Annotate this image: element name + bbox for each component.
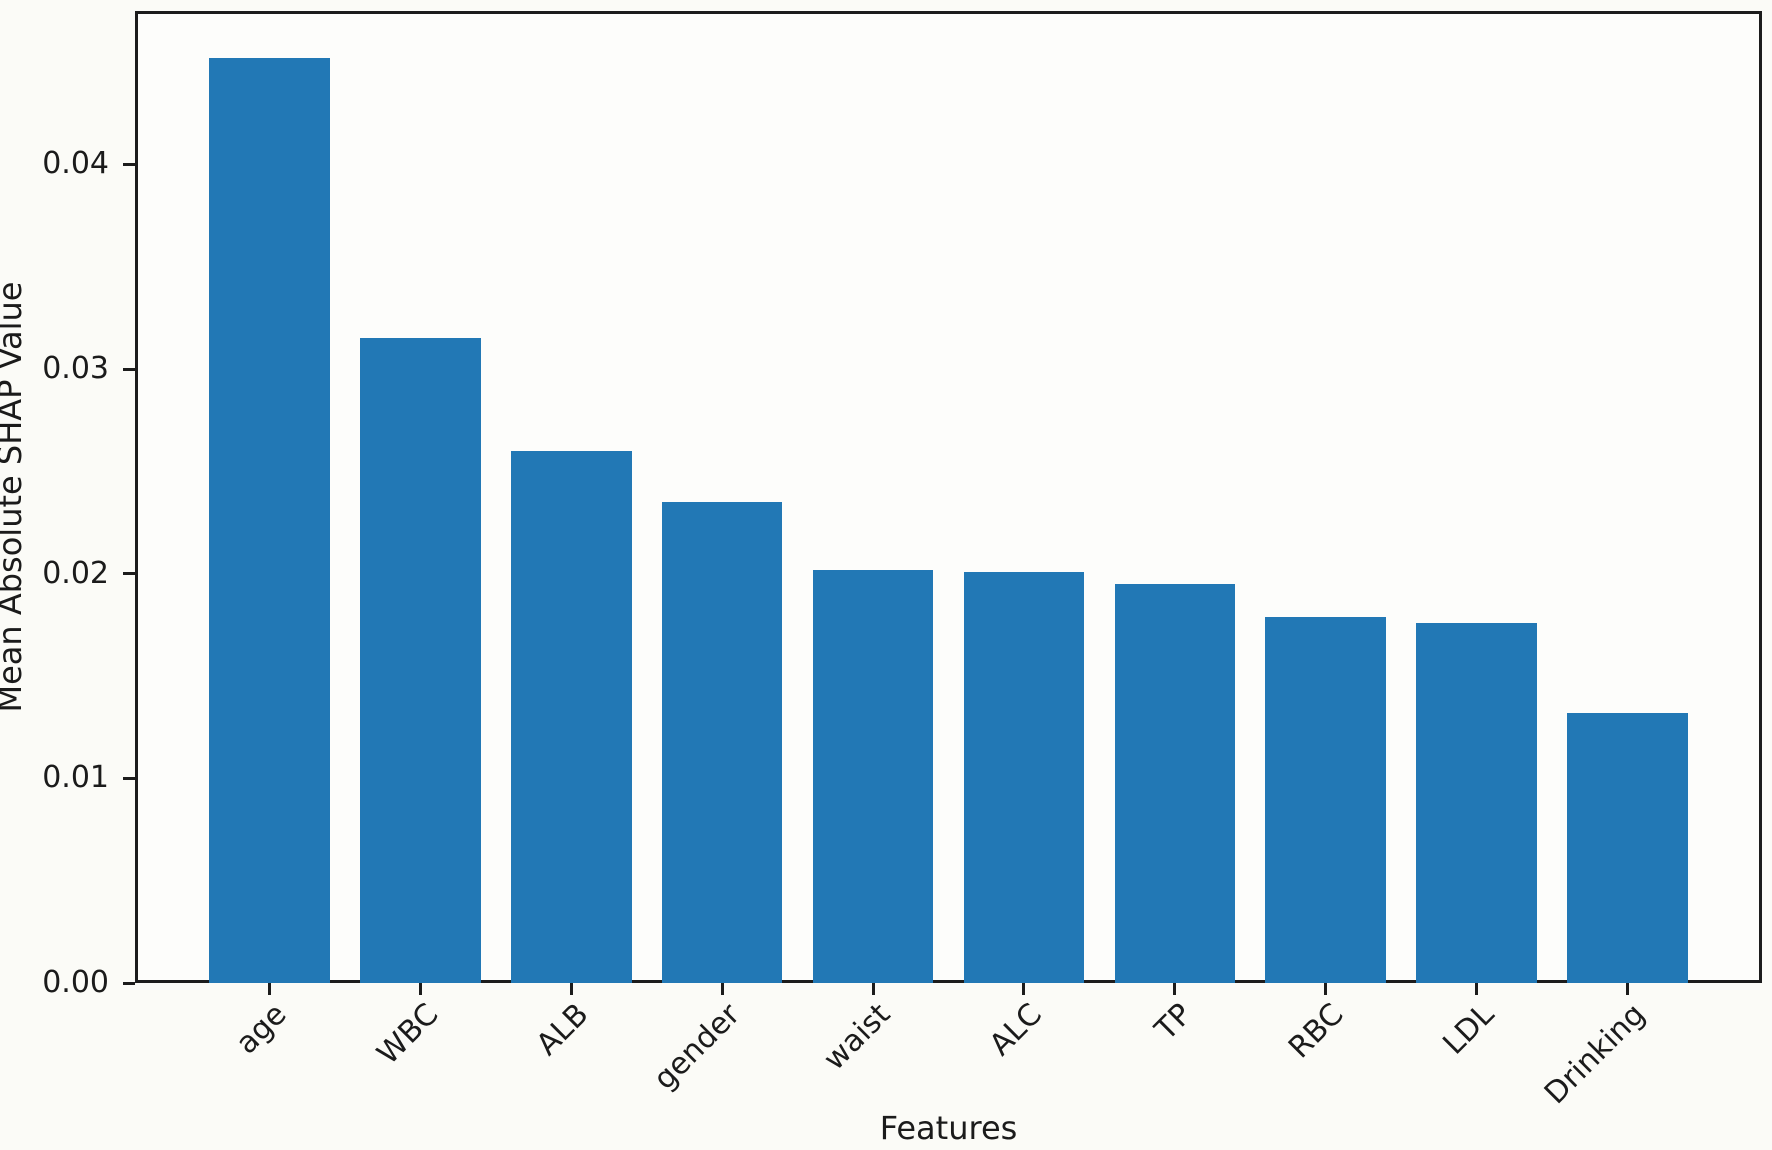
x-tick-mark: [720, 983, 724, 995]
x-tick-label: LDL: [1436, 996, 1502, 1062]
x-tick-label: age: [229, 996, 294, 1062]
y-tick-mark: [123, 162, 135, 166]
x-tick-mark: [1475, 983, 1479, 995]
x-tick-mark: [418, 983, 422, 995]
bar-alb: [510, 450, 632, 983]
x-tick-mark: [267, 983, 271, 995]
bar-drinking: [1567, 712, 1689, 983]
x-tick-mark: [569, 983, 573, 995]
y-tick-mark: [123, 776, 135, 780]
x-tick-label: ALC: [982, 996, 1049, 1063]
x-tick-label: Drinking: [1538, 996, 1653, 1112]
y-tick-label: 0.01: [42, 760, 109, 796]
x-tick-mark: [871, 983, 875, 995]
x-tick-label: waist: [817, 996, 898, 1078]
y-tick-mark: [123, 367, 135, 371]
bar-gender: [661, 502, 783, 983]
bar-waist: [812, 569, 934, 983]
x-tick-mark: [1022, 983, 1026, 995]
x-tick-mark: [1173, 983, 1177, 995]
y-tick-label: 0.02: [42, 555, 109, 591]
bar-wbc: [359, 338, 481, 983]
y-tick-mark: [123, 981, 135, 985]
plot-area: 0.00 0.01 0.02 0.03 0.04 age WBC ALB gender waist…: [42, 11, 1762, 1111]
y-tick-label: 0.00: [42, 965, 109, 1000]
bar-age: [208, 58, 330, 983]
y-tick-mark: [123, 572, 135, 576]
x-axis-title: Features: [879, 1109, 1018, 1147]
bar-alc: [963, 571, 1085, 983]
x-tick-label: ALB: [530, 996, 596, 1063]
bar-tp: [1114, 583, 1236, 983]
x-tick-label: TP: [1149, 996, 1200, 1048]
x-tick-mark: [1626, 983, 1630, 995]
bar-ldl: [1416, 622, 1538, 983]
bar-rbc: [1265, 616, 1387, 983]
y-tick-label: 0.04: [42, 146, 109, 182]
x-tick-label: RBC: [1281, 996, 1351, 1066]
y-tick-label: 0.03: [42, 351, 109, 387]
x-tick-mark: [1324, 983, 1328, 995]
y-axis-title-text: Mean Absolute SHAP Value: [0, 281, 29, 713]
x-tick-label: gender: [646, 996, 747, 1097]
x-tick-label: WBC: [370, 996, 445, 1072]
